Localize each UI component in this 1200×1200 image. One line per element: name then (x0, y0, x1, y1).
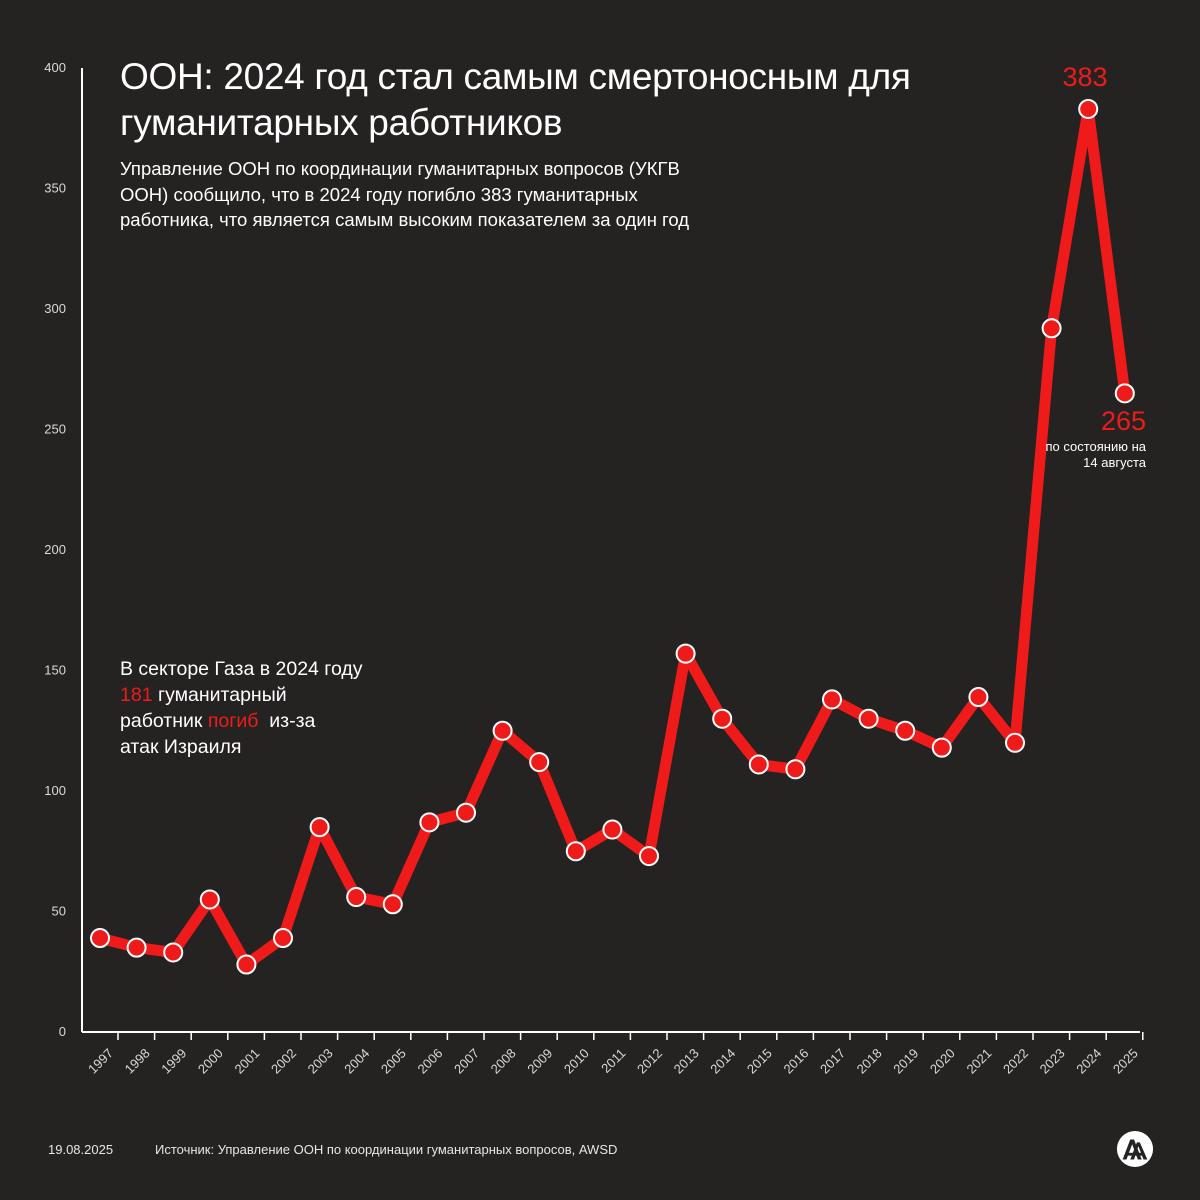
data-point (346, 887, 367, 908)
data-point (675, 643, 696, 664)
x-tick-label: 2025 (1110, 1046, 1141, 1077)
data-point (895, 720, 916, 741)
data-point (602, 819, 623, 840)
data-point (163, 942, 184, 963)
x-tick-label: 2001 (231, 1046, 262, 1077)
x-tick-label: 2012 (634, 1046, 665, 1077)
x-tick-label: 2010 (561, 1046, 592, 1077)
data-point (748, 754, 769, 775)
note-line-1: В секторе Газа в 2024 году (120, 658, 363, 680)
note-line-4: атак Израиля (120, 736, 242, 758)
y-tick-label: 300 (44, 301, 66, 316)
x-tick-label: 1998 (122, 1046, 153, 1077)
x-tick-label: 2024 (1073, 1046, 1104, 1077)
page-title: ООН: 2024 год стал самым смертоносным дл… (120, 56, 911, 143)
x-tick-label: 2016 (780, 1046, 811, 1077)
data-point (565, 841, 586, 862)
chart-subtitle: Управление ООН по координации гуманитарн… (120, 158, 690, 230)
data-point (90, 928, 110, 949)
y-tick-label: 50 (52, 904, 66, 919)
data-point (639, 846, 659, 867)
data-point (712, 708, 733, 729)
peak-value-label: 383 (1062, 62, 1108, 92)
aa-logo-icon (1116, 1130, 1154, 1168)
x-tick-label: 1997 (85, 1046, 116, 1077)
data-point (1005, 732, 1025, 753)
data-point (309, 817, 330, 838)
y-tick-label: 250 (44, 422, 66, 437)
note-after-red: из-за (258, 710, 316, 732)
x-tick-label: 2014 (707, 1046, 738, 1077)
last-value-note: по состоянию на 14 августа (1045, 439, 1146, 470)
data-point (273, 928, 293, 949)
data-point (1078, 98, 1099, 119)
x-tick-label: 2002 (268, 1046, 299, 1077)
last-value-label: 265 (1100, 406, 1146, 436)
x-tick-label: 2003 (305, 1046, 336, 1077)
x-tick-label: 2022 (1000, 1046, 1031, 1077)
data-point (236, 954, 257, 975)
note-before-red: работник (120, 710, 208, 732)
data-point (126, 937, 147, 958)
x-tick-label: 2019 (890, 1046, 921, 1077)
footer-date: 19.08.2025 (48, 1142, 114, 1157)
footer-source: Источник: Управление ООН по координации … (155, 1142, 618, 1157)
x-tick-label: 2021 (963, 1046, 994, 1077)
data-point (382, 894, 403, 915)
data-point (1041, 318, 1062, 339)
x-tick-label: 2005 (378, 1046, 409, 1077)
data-point (199, 889, 220, 910)
data-point (419, 812, 440, 833)
data-point (785, 759, 806, 780)
x-tick-label: 2009 (524, 1046, 555, 1077)
x-tick-label: 2015 (744, 1046, 775, 1077)
x-tick-label: 2006 (414, 1046, 445, 1077)
x-tick-label: 2004 (341, 1046, 372, 1077)
note-number: 181 (120, 684, 153, 706)
y-tick-label: 200 (44, 542, 66, 557)
gaza-note: В секторе Газа в 2024 году 181 гуманитар… (120, 656, 390, 760)
data-point (968, 687, 989, 708)
x-tick-label: 2011 (598, 1046, 628, 1076)
x-tick-label: 2000 (195, 1046, 226, 1077)
x-tick-label: 2018 (854, 1046, 885, 1077)
data-point (529, 752, 550, 773)
x-tick-label: 2017 (817, 1046, 848, 1077)
data-point (492, 720, 513, 741)
x-tick-label: 2008 (488, 1046, 519, 1077)
data-point (822, 689, 842, 710)
y-tick-label: 400 (44, 60, 66, 75)
y-tick-label: 0 (59, 1024, 66, 1039)
y-tick-label: 150 (44, 663, 66, 678)
x-tick-label: 2020 (927, 1046, 958, 1077)
x-tick-label: 2013 (671, 1046, 702, 1077)
data-point (931, 737, 952, 758)
data-point (858, 708, 879, 729)
x-tick-label: 2023 (1037, 1046, 1068, 1077)
y-tick-label: 100 (44, 783, 66, 798)
data-point (1114, 383, 1135, 404)
x-tick-label: 2007 (451, 1046, 482, 1077)
y-tick-label: 350 (44, 181, 66, 196)
note-after-number: гуманитарный (152, 684, 287, 706)
x-tick-label: 1999 (158, 1046, 189, 1077)
data-point (456, 802, 476, 823)
note-red-word: погиб (207, 710, 259, 732)
